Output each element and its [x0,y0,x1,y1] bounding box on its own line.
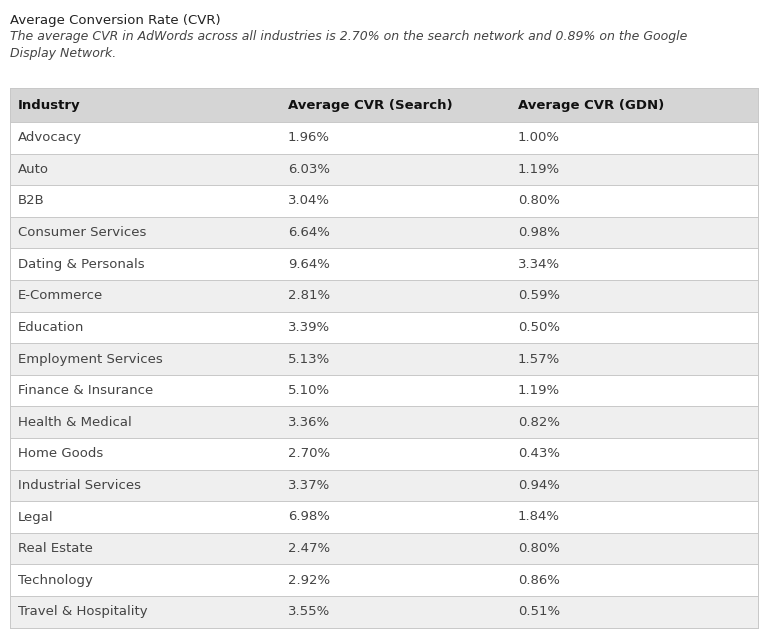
Text: Home Goods: Home Goods [18,447,103,460]
Text: Health & Medical: Health & Medical [18,416,132,429]
Bar [10,185,758,217]
Text: Average Conversion Rate (CVR): Average Conversion Rate (CVR) [10,14,220,27]
Text: E-Commerce: E-Commerce [18,289,103,302]
Text: Legal: Legal [18,511,54,523]
Bar [10,249,758,280]
Text: Average CVR (GDN): Average CVR (GDN) [518,99,664,111]
Bar [10,564,758,596]
Text: 6.03%: 6.03% [288,163,330,176]
Bar [10,375,758,406]
Text: Advocacy: Advocacy [18,131,82,144]
Text: 1.84%: 1.84% [518,511,560,523]
Text: Real Estate: Real Estate [18,542,93,555]
Text: Industry: Industry [18,99,81,111]
Bar [10,217,758,249]
Text: Education: Education [18,321,84,334]
Bar [10,343,758,375]
Text: Finance & Insurance: Finance & Insurance [18,384,154,397]
Text: 1.96%: 1.96% [288,131,330,144]
Text: 2.70%: 2.70% [288,447,330,460]
Text: 0.86%: 0.86% [518,574,560,586]
Text: 3.55%: 3.55% [288,605,330,618]
Bar [10,154,758,185]
Text: Consumer Services: Consumer Services [18,226,147,239]
Text: 6.98%: 6.98% [288,511,330,523]
Text: Employment Services: Employment Services [18,352,163,366]
Text: 0.82%: 0.82% [518,416,560,429]
Text: 0.94%: 0.94% [518,479,560,492]
Text: Auto: Auto [18,163,49,176]
Bar [10,596,758,628]
Text: Industrial Services: Industrial Services [18,479,141,492]
Text: 0.43%: 0.43% [518,447,560,460]
Text: 3.34%: 3.34% [518,258,560,271]
Text: 5.13%: 5.13% [288,352,330,366]
Text: 3.04%: 3.04% [288,195,330,207]
Text: 1.19%: 1.19% [518,163,560,176]
Text: 0.51%: 0.51% [518,605,560,618]
Text: Travel & Hospitality: Travel & Hospitality [18,605,147,618]
Text: 2.47%: 2.47% [288,542,330,555]
Bar [10,280,758,312]
Text: 1.00%: 1.00% [518,131,560,144]
Bar [10,438,758,469]
Text: Average CVR (Search): Average CVR (Search) [288,99,452,111]
Text: 2.81%: 2.81% [288,289,330,302]
Text: 0.80%: 0.80% [518,195,560,207]
Text: B2B: B2B [18,195,45,207]
Text: 5.10%: 5.10% [288,384,330,397]
Text: Technology: Technology [18,574,93,586]
Text: 0.80%: 0.80% [518,542,560,555]
Text: 2.92%: 2.92% [288,574,330,586]
Text: 0.50%: 0.50% [518,321,560,334]
Text: 3.37%: 3.37% [288,479,330,492]
Text: 3.36%: 3.36% [288,416,330,429]
Text: 0.59%: 0.59% [518,289,560,302]
Text: 9.64%: 9.64% [288,258,330,271]
Bar [10,469,758,501]
Bar [10,122,758,154]
Bar [10,533,758,564]
Text: 3.39%: 3.39% [288,321,330,334]
Text: 0.98%: 0.98% [518,226,560,239]
Text: Dating & Personals: Dating & Personals [18,258,144,271]
Text: The average CVR in AdWords across all industries is 2.70% on the search network : The average CVR in AdWords across all in… [10,30,687,60]
Bar [10,88,758,122]
Text: 1.57%: 1.57% [518,352,560,366]
Text: 1.19%: 1.19% [518,384,560,397]
Bar [10,312,758,343]
Bar [10,501,758,533]
Bar [10,406,758,438]
Text: 6.64%: 6.64% [288,226,330,239]
